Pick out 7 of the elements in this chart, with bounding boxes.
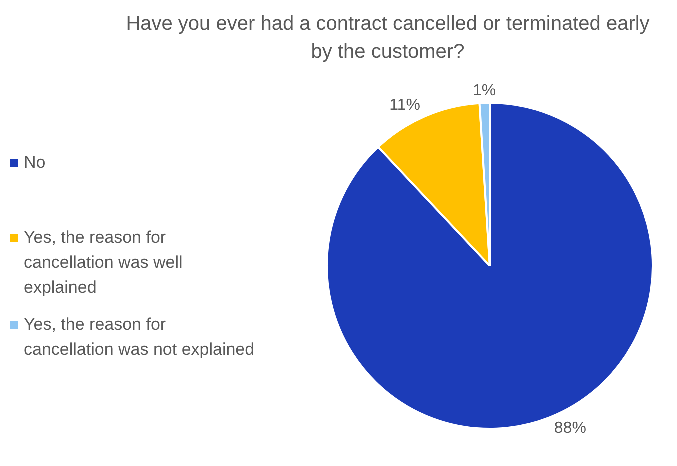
chart-title: Have you ever had a contract cancelled or terminated early by the customer? — [125, 12, 651, 65]
legend-label: Yes, the reason for cancellation was well explained — [24, 227, 184, 299]
legend-label: Yes, the reason for cancellation was not explained — [24, 314, 256, 361]
legend-label: No — [24, 152, 46, 174]
data-label: 88% — [554, 420, 586, 438]
data-label: 1% — [472, 82, 496, 100]
data-label: 11% — [390, 96, 420, 114]
